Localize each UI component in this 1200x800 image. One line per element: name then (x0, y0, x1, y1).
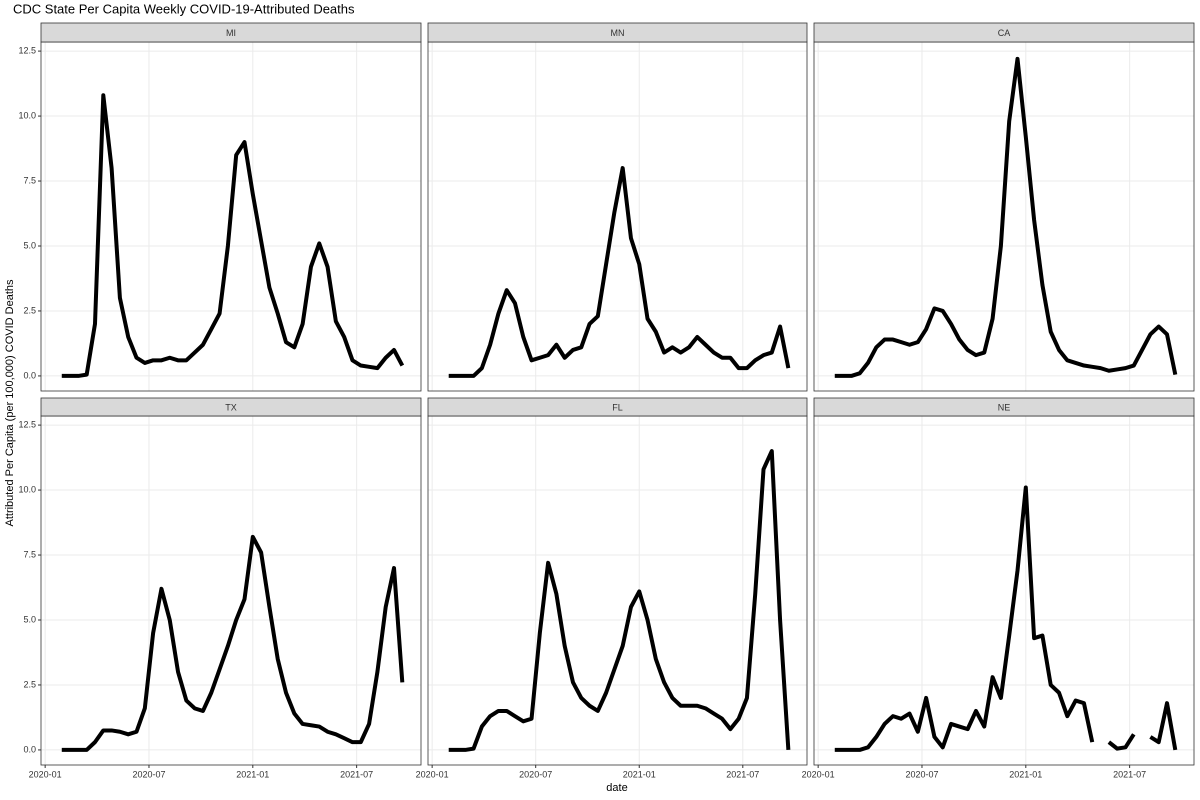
strip-label: MI (226, 28, 236, 38)
strip-label: TX (225, 402, 237, 412)
y-tick-label: 7.5 (23, 175, 36, 185)
y-tick-label: 0.0 (23, 744, 36, 754)
x-tick-label: 2020-01 (802, 769, 835, 779)
data-line (61, 93, 405, 378)
panel-background (814, 416, 1194, 765)
x-tick-label: 2020-07 (519, 769, 552, 779)
data-line (834, 485, 1178, 752)
x-tick-label: 2020-07 (132, 769, 165, 779)
strip-label: NE (998, 402, 1011, 412)
strip (427, 22, 808, 43)
data-line (61, 534, 405, 752)
y-tick-label: 12.5 (18, 45, 36, 55)
panel-background (428, 42, 807, 391)
y-axis-label: Attributed Per Capita (per 100,000) COVI… (4, 279, 16, 527)
data-line (834, 56, 1178, 378)
chart-title: CDC State Per Capita Weekly COVID-19-Att… (13, 1, 355, 16)
x-tick-label: 2020-01 (416, 769, 449, 779)
y-tick-label: 2.5 (23, 305, 36, 315)
x-tick-label: 2021-01 (236, 769, 269, 779)
x-tick-label: 2021-07 (340, 769, 373, 779)
strip (40, 397, 422, 417)
panel-background (41, 416, 421, 765)
panel-background (428, 416, 807, 765)
strip-label: CA (998, 28, 1011, 38)
y-tick-label: 7.5 (23, 549, 36, 559)
y-tick-label: 10.0 (18, 110, 36, 120)
y-tick-label: 5.0 (23, 240, 36, 250)
x-tick-label: 2021-01 (1009, 769, 1042, 779)
strip (427, 397, 808, 417)
x-tick-label: 2021-01 (623, 769, 656, 779)
x-tick-label: 2020-07 (905, 769, 938, 779)
y-tick-label: 10.0 (18, 484, 36, 494)
x-tick-label: 2020-01 (29, 769, 62, 779)
strip-label: FL (612, 402, 623, 412)
x-tick-label: 2021-07 (1113, 769, 1146, 779)
data-line (448, 449, 791, 752)
y-tick-label: 12.5 (18, 419, 36, 429)
y-tick-label: 0.0 (23, 370, 36, 380)
strip (813, 397, 1195, 417)
data-line (448, 166, 791, 378)
strip (813, 22, 1195, 43)
strip (40, 22, 422, 43)
strip-label: MN (611, 28, 625, 38)
y-tick-label: 2.5 (23, 679, 36, 689)
x-axis-label: date (606, 782, 627, 794)
x-tick-label: 2021-07 (726, 769, 759, 779)
y-tick-label: 5.0 (23, 614, 36, 624)
